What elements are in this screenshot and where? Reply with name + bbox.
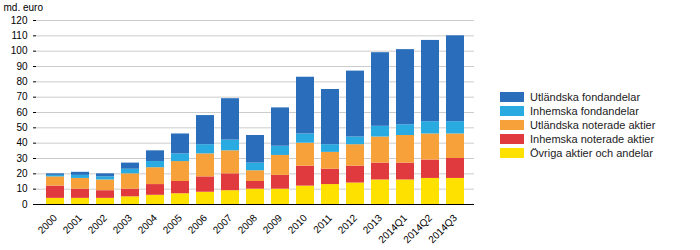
svg-text:100: 100	[11, 45, 28, 56]
svg-text:2010: 2010	[286, 212, 310, 236]
svg-text:2013: 2013	[360, 212, 385, 236]
svg-text:2014Q2: 2014Q2	[401, 212, 435, 246]
svg-text:md. euro: md. euro	[4, 2, 44, 13]
html-text:Utländska noterade aktier: Utländska noterade aktier	[530, 119, 656, 131]
svg-text:2014Q3: 2014Q3	[426, 212, 459, 245]
svg-text:2008: 2008	[236, 212, 260, 236]
svg-text:2012: 2012	[336, 212, 360, 236]
svg-text:2006: 2006	[186, 212, 210, 236]
svg-text:2002: 2002	[86, 212, 110, 236]
svg-text:2011: 2011	[311, 212, 334, 235]
html-text:Inhemska noterade aktier: Inhemska noterade aktier	[530, 133, 655, 145]
html-text:Övriga aktier och andelar: Övriga aktier och andelar	[530, 147, 653, 159]
svg-text:2000: 2000	[36, 212, 60, 236]
svg-text:2014Q1: 2014Q1	[376, 212, 410, 246]
svg-text:90: 90	[16, 61, 28, 72]
svg-text:40: 40	[16, 137, 28, 148]
svg-text:120: 120	[11, 15, 28, 26]
html-text:Inhemska fondandelar: Inhemska fondandelar	[530, 105, 639, 117]
svg-text:20: 20	[16, 168, 28, 179]
svg-text:10: 10	[16, 183, 28, 194]
svg-text:2005: 2005	[161, 212, 185, 236]
svg-text:70: 70	[16, 91, 28, 102]
svg-text:2009: 2009	[261, 212, 285, 236]
svg-text:30: 30	[16, 153, 28, 164]
svg-text:2007: 2007	[211, 212, 235, 236]
svg-text:60: 60	[16, 107, 28, 118]
svg-text:0: 0	[22, 199, 28, 210]
svg-text:2004: 2004	[136, 212, 160, 236]
svg-text:80: 80	[16, 76, 28, 87]
svg-text:110: 110	[12, 30, 28, 41]
svg-text:2003: 2003	[111, 212, 135, 236]
html-text:Utländska fondandelar: Utländska fondandelar	[530, 91, 641, 103]
svg-text:2001: 2001	[61, 212, 85, 236]
svg-text:50: 50	[16, 122, 28, 133]
